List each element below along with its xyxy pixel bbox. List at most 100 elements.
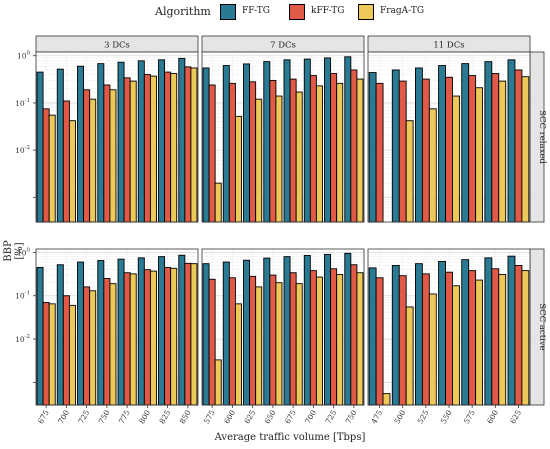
bar-fraga-tg-675 [48,114,56,223]
legend-label-fraga-tg: FragA-TG [380,6,425,16]
bar-ff-tg-550 [438,65,446,223]
facet-strip-7-dcs: 7 DCs [201,35,365,53]
facet-strip-11-dcs: 11 DCs [367,35,531,53]
bar-ff-tg-850 [178,254,186,406]
bar-kff-tg-700 [309,75,317,223]
bar-ff-tg-725 [324,253,332,406]
bar-kff-tg-725 [330,73,338,223]
bar-fraga-tg-725 [89,98,97,223]
bar-fraga-tg-575 [214,359,222,406]
bar-ff-tg-500 [391,265,400,406]
bar-kff-tg-700 [62,295,70,406]
bar-kff-tg-750 [350,264,358,406]
bar-ff-tg-625 [243,259,251,406]
bar-ff-tg-675 [36,266,44,406]
bar-ff-tg-575 [461,63,470,223]
panel-11-dcs-scc-relaxed [367,51,531,223]
bar-fraga-tg-675 [48,303,56,406]
bar-kff-tg-600 [228,277,236,406]
legend-swatch-ff-tg [220,4,236,20]
bar-kff-tg-575 [208,278,216,406]
x-tick-label: 700 [56,408,71,425]
x-tick-label: 575 [202,408,217,425]
bar-kff-tg-850 [184,66,192,223]
bar-fraga-tg-750 [109,283,117,406]
bar-kff-tg-525 [421,273,430,406]
bar-ff-tg-750 [344,252,352,406]
bar-fraga-tg-725 [89,290,97,406]
bar-kff-tg-625 [249,275,257,406]
bar-fraga-tg-700 [68,304,76,406]
bar-fraga-tg-750 [109,89,117,223]
bar-ff-tg-600 [484,61,493,223]
bar-fraga-tg-800 [149,75,157,223]
facet-row-strip-scc-active: SCC active [529,248,547,406]
x-tick-label: 825 [157,408,172,425]
bar-kff-tg-625 [514,265,523,406]
facet-strip-label: 11 DCs [433,41,464,51]
bar-ff-tg-700 [56,68,64,223]
panel-border [35,51,199,223]
bar-fraga-tg-750 [356,272,364,406]
panel-7-dcs-scc-relaxed [201,51,365,223]
bar-ff-tg-475 [368,267,377,406]
legend-label-ff-tg: FF-TG [242,6,270,16]
bar-fraga-tg-675 [295,283,303,406]
bar-kff-tg-600 [491,268,500,406]
bar-fraga-tg-500 [405,306,414,406]
bar-ff-tg-725 [77,65,85,223]
bar-ff-tg-575 [202,263,210,406]
bar-fraga-tg-825 [170,267,178,406]
bar-kff-tg-500 [398,80,407,223]
bar-fraga-tg-825 [170,73,178,223]
panel-3-dcs-scc-relaxed [35,51,199,223]
bar-fraga-tg-600 [234,115,242,223]
x-axis-title: Average traffic volume [Tbps] [214,432,366,443]
bar-kff-tg-825 [164,266,172,406]
bar-fraga-tg-700 [68,120,76,223]
x-tick-label: 750 [97,408,112,425]
panel-3-dcs-scc-active [35,248,199,406]
facet-strip-label: 3 DCs [104,41,130,51]
bar-ff-tg-600 [484,257,493,406]
x-tick-label: 625 [242,408,257,425]
x-tick-label: 750 [344,408,359,425]
x-tick-label: 850 [178,408,193,425]
bar-kff-tg-500 [398,275,407,406]
bar-fraga-tg-550 [452,95,460,223]
bar-ff-tg-825 [158,59,166,223]
x-tick-label: 600 [485,408,500,425]
y-tick-label: 100 [17,51,31,61]
bar-kff-tg-775 [123,77,131,223]
bar-fraga-tg-575 [475,87,484,223]
y-tick-label: 10-2 [15,145,30,155]
bar-fraga-tg-650 [275,95,283,223]
x-tick-label: 525 [416,408,431,425]
bar-ff-tg-700 [56,264,64,406]
bar-kff-tg-550 [445,271,453,406]
bar-fraga-tg-625 [255,286,263,406]
bar-kff-tg-625 [514,69,523,223]
bar-ff-tg-825 [158,256,166,406]
legend-title: Algorithm [155,5,211,18]
bar-ff-tg-525 [414,67,423,223]
bar-ff-tg-575 [202,67,210,223]
bar-ff-tg-750 [97,260,105,406]
x-tick-label: 775 [117,408,132,425]
bar-fraga-tg-625 [521,270,530,406]
x-tick-label: 725 [76,408,91,425]
x-tick-label: 550 [439,408,454,425]
bar-kff-tg-675 [42,108,50,223]
bar-fraga-tg-475 [382,393,391,406]
panel-border [35,248,199,406]
bar-fraga-tg-500 [405,120,414,223]
x-tick-label: 800 [137,408,152,425]
bar-fraga-tg-750 [356,78,364,223]
legend-swatch-fraga-tg [358,4,374,20]
bar-kff-tg-650 [269,274,277,406]
bar-fraga-tg-700 [315,276,323,406]
bar-fraga-tg-775 [129,80,137,223]
bar-fraga-tg-600 [498,274,507,406]
x-tick-label: 675 [36,408,51,425]
